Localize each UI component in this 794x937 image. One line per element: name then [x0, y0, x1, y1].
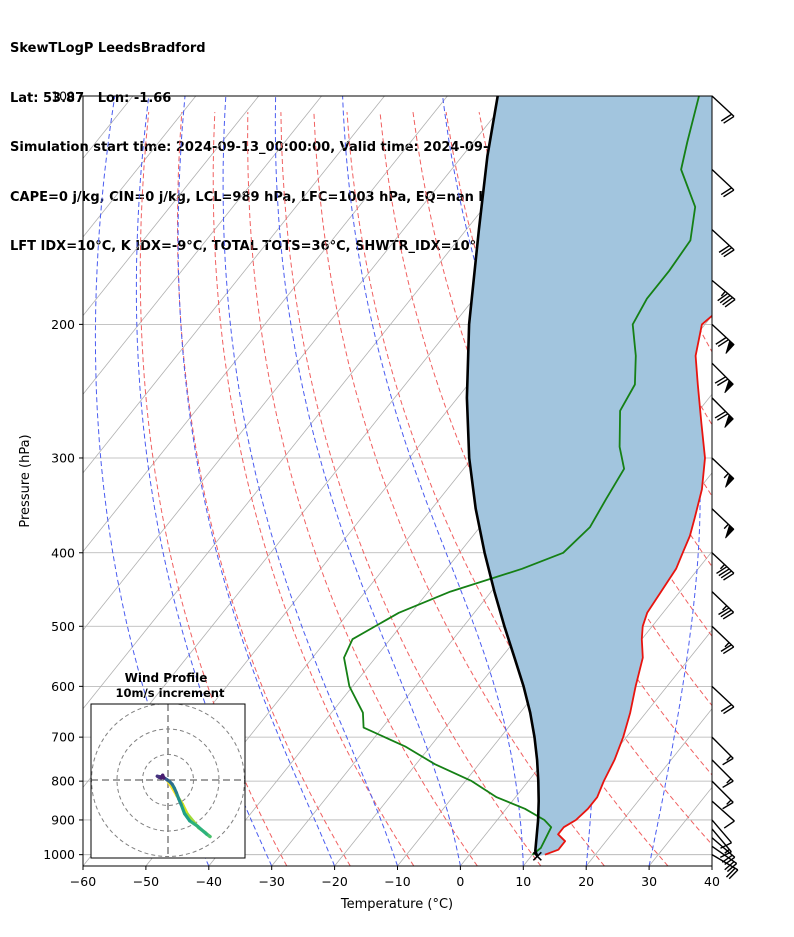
- wind-barb: [711, 397, 734, 428]
- x-tick-label: 20: [578, 874, 594, 889]
- y-tick-label: 300: [51, 450, 75, 465]
- isotherm-gridline: [775, 96, 794, 866]
- wind-barb: [711, 819, 733, 849]
- hodograph-inset: Wind Profile 10m/s increment: [90, 671, 246, 859]
- hodograph-trace-segment: [161, 773, 166, 780]
- wind-barb: [711, 780, 734, 810]
- wind-barb: [711, 736, 734, 766]
- wind-barb: [711, 95, 735, 124]
- x-tick-label: 40: [704, 874, 720, 889]
- x-tick-label: −40: [196, 874, 222, 889]
- isotherm-gridline: [83, 96, 322, 395]
- x-axis-label: Temperature (°C): [340, 897, 453, 912]
- hodograph-trace-segment: [188, 819, 200, 829]
- moist-adiabat: [177, 96, 336, 866]
- wind-barb: [711, 625, 735, 655]
- hodograph-trace-segment: [179, 802, 187, 816]
- moist-adiabat: [775, 96, 794, 866]
- moist-adiabat: [274, 96, 461, 866]
- dewpoint-profile-line: [343, 96, 700, 856]
- x-tick-label: 30: [641, 874, 657, 889]
- wind-barb: [711, 552, 735, 581]
- y-tick-label: 800: [51, 774, 75, 789]
- isotherm-gridline: [711, 865, 712, 866]
- y-tick-label: 100: [51, 89, 75, 104]
- isotherm-gridline: [585, 708, 712, 866]
- wind-barb: [711, 229, 735, 258]
- x-tick-label: −60: [70, 874, 96, 889]
- x-tick-label: −30: [259, 874, 285, 889]
- dry-adiabat: [247, 112, 478, 866]
- hodograph-subtitle: 10m/s increment: [116, 686, 225, 700]
- temperature-profile-line: [544, 314, 712, 856]
- y-tick-label: 600: [51, 679, 75, 694]
- wind-barb: [711, 362, 734, 394]
- isotherm-gridline: [522, 629, 712, 866]
- parcel-start-marker: [532, 851, 542, 861]
- x-tick-label: 10: [515, 874, 531, 889]
- dry-adiabat: [743, 112, 794, 866]
- y-tick-label: 1000: [43, 847, 75, 862]
- y-axis-label: Pressure (hPa): [18, 434, 33, 527]
- dry-adiabat: [280, 112, 542, 866]
- wind-barb: [711, 323, 735, 354]
- cin-area-shading: [466, 96, 712, 857]
- y-tick-label: 500: [51, 619, 75, 634]
- hodograph-frame: [90, 703, 246, 859]
- wind-barb: [711, 685, 735, 715]
- moist-adiabat: [711, 864, 712, 866]
- y-tick-label: 700: [51, 730, 75, 745]
- isotherm-gridline: [83, 96, 385, 474]
- dry-adiabat: [139, 112, 288, 866]
- wind-barb: [711, 800, 735, 829]
- y-tick-label: 400: [51, 545, 75, 560]
- hodograph-title: Wind Profile: [125, 671, 208, 685]
- y-tick-label: 200: [51, 317, 75, 332]
- x-tick-label: −20: [321, 874, 347, 889]
- wind-barb: [711, 279, 736, 308]
- dry-adiabat: [776, 112, 794, 866]
- wind-barb: [711, 854, 739, 880]
- wind-barb: [711, 759, 734, 789]
- isotherm-gridline: [83, 96, 511, 631]
- isotherm-gridline: [83, 96, 448, 553]
- index-parameters: LFT IDX=10°C, K IDX=-9°C, TOTAL TOTS=36°…: [10, 239, 486, 254]
- wind-barb: [711, 508, 735, 539]
- parcel-profile-line: [465, 96, 540, 857]
- isotherm-gridline: [83, 96, 260, 317]
- isotherm-gridline: [397, 472, 712, 866]
- hodograph-trace-segment: [196, 824, 209, 836]
- moist-adiabat: [135, 96, 273, 866]
- dry-adiabat: [709, 111, 712, 118]
- wind-barb: [711, 591, 735, 620]
- moist-adiabat: [222, 96, 398, 866]
- x-tick-label: 0: [456, 874, 464, 889]
- station-title: SkewTLogP LeedsBradford: [10, 41, 206, 56]
- wind-barb: [711, 457, 735, 488]
- x-tick-label: −50: [133, 874, 159, 889]
- dry-adiabat: [177, 112, 351, 866]
- wind-barb: [711, 169, 735, 198]
- x-tick-label: −10: [384, 874, 410, 889]
- isotherm-gridline: [83, 96, 574, 710]
- wind-barb: [711, 828, 732, 858]
- moist-adiabat: [342, 96, 524, 866]
- station-coordinates: Lat: 53.87 Lon: -1.66: [10, 90, 172, 106]
- y-tick-label: 900: [51, 812, 75, 827]
- isotherm-gridline: [83, 96, 197, 238]
